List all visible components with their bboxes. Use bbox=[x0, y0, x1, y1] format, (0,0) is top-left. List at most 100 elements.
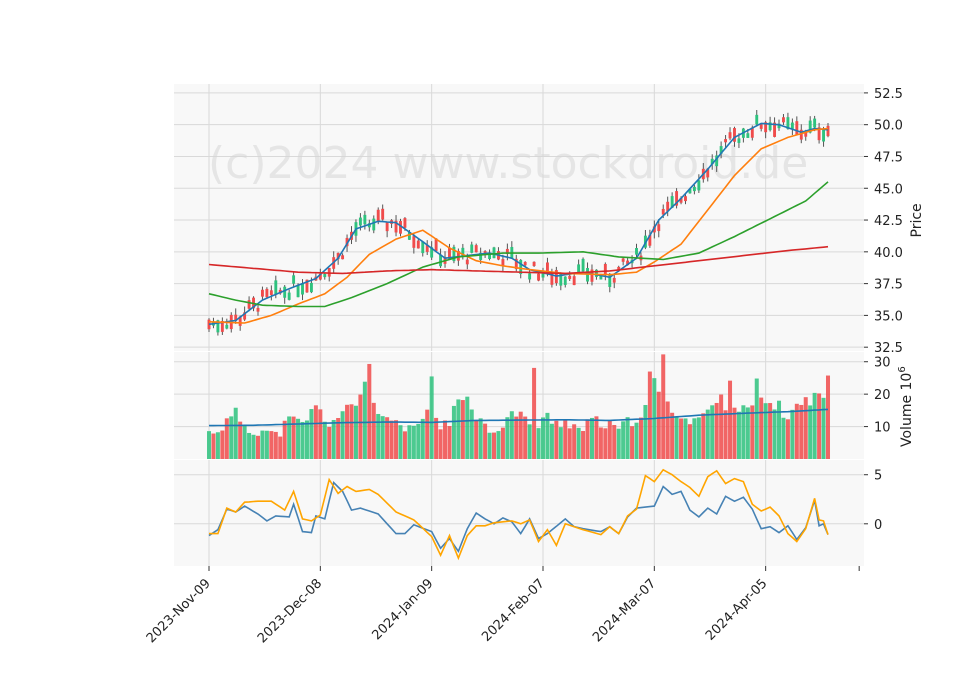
volume-bar bbox=[264, 430, 269, 459]
candle-body bbox=[679, 197, 683, 203]
candle-body bbox=[612, 277, 616, 283]
volume-bar bbox=[656, 391, 661, 459]
volume-bar bbox=[474, 419, 479, 459]
candle-body bbox=[274, 280, 278, 295]
candle-body bbox=[421, 241, 425, 254]
volume-bar bbox=[478, 418, 483, 459]
candle-body bbox=[305, 279, 309, 293]
candle-body bbox=[746, 133, 750, 138]
volume-bar bbox=[665, 401, 670, 459]
volume-bar bbox=[362, 381, 367, 459]
volume-bar bbox=[679, 418, 684, 459]
volume-bar bbox=[736, 411, 741, 459]
candle-body bbox=[381, 208, 385, 220]
volume-bar bbox=[398, 425, 403, 459]
volume-bar bbox=[527, 424, 532, 459]
volume-bar bbox=[554, 420, 559, 459]
volume-bar bbox=[367, 363, 372, 459]
candle-body bbox=[488, 253, 492, 259]
indicator-y-ticks: 05 bbox=[864, 469, 882, 533]
candle-body bbox=[448, 247, 451, 259]
candle-body bbox=[470, 244, 474, 253]
volume-bar bbox=[763, 403, 768, 459]
candle-body bbox=[416, 240, 420, 249]
candle-body bbox=[545, 262, 549, 274]
candle-body bbox=[666, 201, 670, 212]
volume-bar bbox=[812, 392, 817, 459]
volume-bar bbox=[563, 420, 568, 459]
candle-body bbox=[755, 114, 759, 125]
price-y-axis-label: Price bbox=[909, 203, 925, 237]
candle-body bbox=[795, 121, 799, 135]
candle-body bbox=[247, 300, 251, 309]
candle-body bbox=[394, 220, 398, 233]
volume-bar bbox=[438, 429, 443, 459]
price-y-ticks: 32.5 35.0 37.5 40.0 42.5 45.0 47.5 50.0 52.5 bbox=[864, 87, 903, 356]
candle-body bbox=[225, 324, 229, 329]
candle-body bbox=[256, 307, 260, 312]
y-tick-label: 35.0 bbox=[874, 309, 903, 324]
candle-body bbox=[817, 127, 821, 141]
y-tick-label: 42.5 bbox=[874, 214, 903, 229]
candle-body bbox=[559, 273, 563, 286]
volume-bar bbox=[523, 416, 528, 459]
candle-body bbox=[532, 261, 536, 267]
volume-bar bbox=[242, 425, 247, 459]
x-tick-label: 2024-Mar-07 bbox=[590, 576, 659, 645]
macd-line bbox=[208, 481, 829, 553]
volume-bar bbox=[803, 397, 808, 459]
volume-bar bbox=[340, 411, 345, 459]
volume-bar bbox=[505, 417, 510, 459]
volume-bar bbox=[260, 430, 265, 459]
volume-bar bbox=[278, 436, 283, 459]
candle-body bbox=[733, 128, 736, 142]
volume-bar bbox=[549, 423, 554, 459]
x-tick-label: 2024-Jan-09 bbox=[369, 576, 436, 643]
volume-bar bbox=[211, 433, 216, 459]
volume-exponent: 6 bbox=[897, 366, 908, 372]
candle-body bbox=[283, 286, 287, 298]
candle-body bbox=[590, 269, 594, 282]
volume-bar bbox=[589, 417, 594, 459]
candle-body bbox=[648, 234, 652, 246]
volume-y-ticks: 10 20 30 bbox=[864, 356, 891, 436]
ma-fast-line bbox=[208, 122, 829, 326]
indicator-lines bbox=[208, 468, 829, 561]
volume-bar bbox=[349, 404, 354, 459]
candle-body bbox=[813, 118, 817, 128]
volume-bar bbox=[683, 418, 688, 459]
y-tick-label: 50.0 bbox=[874, 119, 903, 134]
volume-bar bbox=[411, 425, 416, 459]
price-gridlines bbox=[174, 84, 864, 351]
volume-bar bbox=[759, 397, 764, 459]
candle-body bbox=[773, 122, 777, 137]
candle-body bbox=[385, 221, 389, 232]
candle-body bbox=[452, 246, 456, 262]
candle-body bbox=[323, 273, 327, 278]
volume-bar bbox=[750, 405, 755, 459]
volume-bar bbox=[719, 394, 724, 459]
y-tick-label: 20 bbox=[874, 388, 891, 403]
watermark-text: (c)2024 www.stockdroid.de bbox=[208, 138, 808, 189]
candle-body bbox=[594, 269, 598, 277]
volume-bar bbox=[407, 425, 412, 459]
volume-bar bbox=[643, 405, 648, 459]
candle-body bbox=[528, 273, 532, 280]
volume-bar bbox=[402, 431, 407, 459]
volume-bar bbox=[456, 399, 461, 459]
volume-bar bbox=[567, 428, 572, 459]
candle-body bbox=[782, 117, 785, 123]
volume-moving-average bbox=[209, 408, 829, 427]
volume-bar bbox=[612, 424, 617, 459]
candle-body bbox=[514, 258, 518, 270]
candle-body bbox=[372, 218, 376, 231]
candle-body bbox=[657, 224, 661, 232]
candle-body bbox=[367, 223, 371, 228]
candle-body bbox=[750, 127, 754, 138]
candle-body bbox=[826, 125, 830, 137]
volume-bar bbox=[465, 396, 470, 459]
y-tick-label: 5 bbox=[874, 469, 882, 484]
candle-body bbox=[523, 261, 527, 266]
volume-bar bbox=[331, 419, 336, 459]
volume-bar bbox=[238, 421, 243, 459]
